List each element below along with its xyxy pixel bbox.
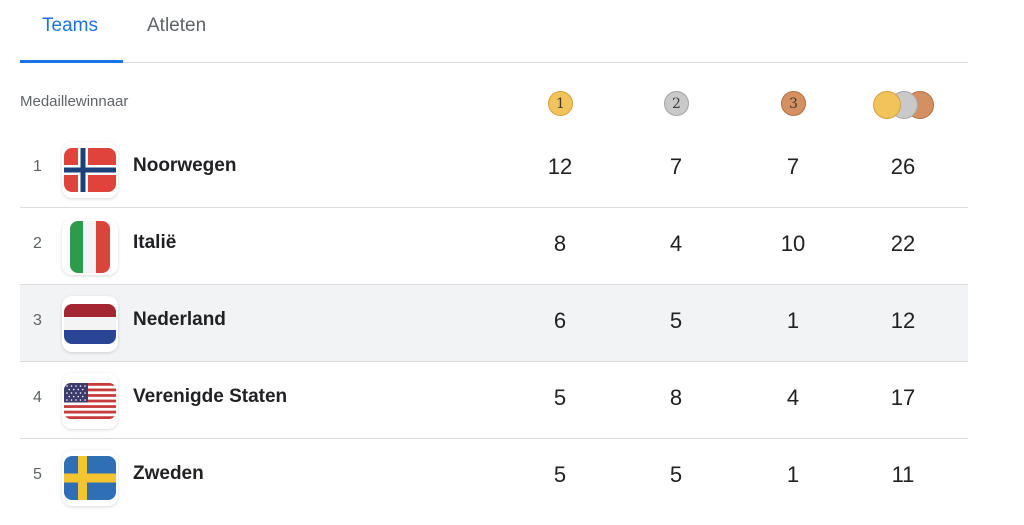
country-name: Nederland: [133, 309, 226, 330]
country-name: Italië: [133, 232, 177, 253]
active-tab-indicator: [20, 60, 123, 63]
silver-count: 4: [669, 231, 683, 256]
gold-count: 8: [553, 231, 567, 256]
table-row[interactable]: 5 Zweden 5 5 1 11: [20, 439, 968, 515]
bronze-count: 1: [786, 462, 800, 487]
gold-count: 5: [553, 385, 567, 410]
sweden-flag-icon: [62, 450, 118, 506]
gold-count: 6: [553, 308, 567, 333]
tab-bar: Teams Atleten: [20, 0, 968, 63]
tab-atleten[interactable]: Atleten: [147, 15, 207, 36]
rank: 2: [33, 235, 42, 252]
rank: 4: [33, 389, 42, 406]
table-row[interactable]: 4 Verenigde Staten: [20, 362, 968, 439]
norway-flag-icon: [62, 142, 118, 198]
total-count: 11: [891, 462, 915, 487]
total-count: 12: [890, 308, 916, 333]
table-row[interactable]: 1 Noorwegen 12 7 7 26: [20, 131, 968, 208]
table-row[interactable]: 2 Italië 8 4 10 22: [20, 208, 968, 285]
tab-teams[interactable]: Teams: [42, 15, 98, 36]
total-medals-icon: [873, 91, 935, 119]
column-header-medal-winner: Medaillewinnaar: [20, 93, 129, 110]
silver-count: 7: [669, 154, 683, 179]
netherlands-flag-icon: [62, 296, 118, 352]
silver-count: 5: [669, 462, 683, 487]
rank: 5: [33, 466, 42, 483]
table-row[interactable]: 3 Nederland 6 5 1 12: [20, 285, 968, 362]
rank: 1: [33, 158, 42, 175]
gold-count: 12: [547, 154, 573, 179]
country-name: Verenigde Staten: [133, 386, 288, 407]
total-count: 26: [890, 154, 916, 179]
total-count: 17: [890, 385, 916, 410]
italy-flag-icon: [62, 219, 118, 275]
silver-count: 5: [669, 308, 683, 333]
bronze-count: 7: [786, 154, 800, 179]
gold-count: 5: [553, 462, 567, 487]
country-name: Noorwegen: [133, 155, 237, 176]
silver-medal-icon: 2: [664, 91, 689, 116]
bronze-count: 10: [780, 231, 806, 256]
silver-count: 8: [669, 385, 683, 410]
bronze-count: 1: [786, 308, 800, 333]
rank: 3: [33, 312, 42, 329]
gold-medal-icon: 1: [548, 91, 573, 116]
country-name: Zweden: [133, 463, 204, 484]
total-count: 22: [890, 231, 916, 256]
bronze-count: 4: [786, 385, 800, 410]
bronze-medal-icon: 3: [781, 91, 806, 116]
usa-flag-icon: [62, 373, 118, 429]
